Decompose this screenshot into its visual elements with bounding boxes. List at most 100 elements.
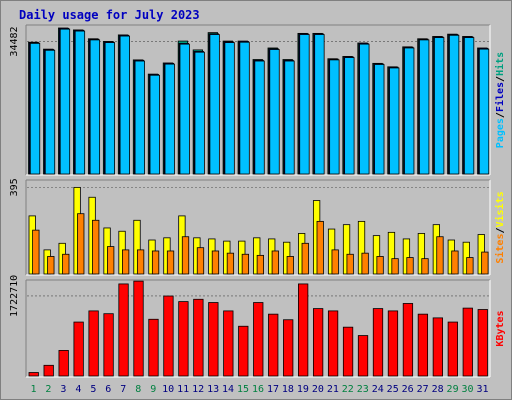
kbytes-bar-day-11 xyxy=(178,301,189,377)
sites-bar-day-9 xyxy=(151,250,160,275)
panel-2: 395 Sites/Visits xyxy=(9,178,506,276)
pages-bar-day-16 xyxy=(254,60,265,175)
pages-bar-day-18 xyxy=(284,60,295,175)
series-label-part-3: Files xyxy=(494,82,506,112)
sites-bar-day-17 xyxy=(271,250,279,275)
kbytes-bar-day-15 xyxy=(238,325,249,377)
panel-3: 1722710 KBytes xyxy=(9,275,506,378)
x-tick-label-day-16: 16 xyxy=(252,384,264,395)
kbytes-bar-day-10 xyxy=(163,295,174,377)
kbytes-bar-day-6 xyxy=(103,313,114,377)
pages-bar-day-14 xyxy=(224,42,235,175)
x-tick-label-day-24: 24 xyxy=(372,384,384,395)
pages-bar-day-6 xyxy=(104,42,116,175)
kbytes-bar-day-29 xyxy=(447,321,458,377)
pages-bar-day-5 xyxy=(89,39,101,175)
panel-ymax-label: 34482 xyxy=(9,26,20,56)
x-tick-label-day-21: 21 xyxy=(327,384,339,395)
series-label-part-1: Pages xyxy=(495,118,506,148)
pages-bar-day-31 xyxy=(478,48,490,175)
sites-bar-day-8 xyxy=(136,249,145,275)
kbytes-bar-day-18 xyxy=(283,319,294,377)
pages-bar-day-28 xyxy=(434,37,445,175)
x-tick-label-day-3: 3 xyxy=(60,384,66,395)
sites-bar-day-4 xyxy=(77,213,85,275)
x-tick-label-day-22: 22 xyxy=(342,384,354,395)
sites-bar-day-7 xyxy=(122,249,130,275)
pages-bar-day-11 xyxy=(179,43,190,175)
kbytes-bar-day-28 xyxy=(432,317,443,377)
x-tick-label-day-4: 4 xyxy=(75,384,81,395)
panel-series-label: KBytes xyxy=(495,310,506,346)
pages-bar-day-21 xyxy=(329,59,340,175)
kbytes-bar-day-1 xyxy=(28,372,39,377)
x-tick-label-day-9: 9 xyxy=(150,384,156,395)
sites-bar-day-15 xyxy=(241,253,250,275)
pages-bar-day-10 xyxy=(164,63,175,175)
pages-bar-day-24 xyxy=(374,64,385,175)
x-tick-label-day-29: 29 xyxy=(447,384,459,395)
x-tick-label-day-10: 10 xyxy=(162,384,174,395)
kbytes-bar-day-30 xyxy=(462,307,473,377)
sites-bar-day-23 xyxy=(361,252,369,275)
kbytes-bar-day-12 xyxy=(193,298,204,377)
kbytes-bar-day-9 xyxy=(148,318,159,377)
pages-bar-day-1 xyxy=(29,42,41,175)
pages-bar-day-25 xyxy=(389,67,400,175)
pages-bar-day-3 xyxy=(59,28,71,175)
panel-ymax-label: 395 xyxy=(9,178,20,196)
sites-bar-day-21 xyxy=(331,249,339,275)
x-tick-label-day-8: 8 xyxy=(135,384,141,395)
sites-bar-day-31 xyxy=(481,251,489,275)
x-tick-label-day-7: 7 xyxy=(120,384,126,395)
kbytes-bar-day-5 xyxy=(88,310,99,377)
pages-bar-day-15 xyxy=(239,41,250,175)
x-tick-label-day-30: 30 xyxy=(462,384,474,395)
x-tick-label-day-28: 28 xyxy=(432,384,444,395)
sites-bar-day-27 xyxy=(421,258,429,275)
chart-panels: 34482Pages/Files/Hits395Sites/Visits1722… xyxy=(9,24,506,378)
x-tick-label-day-14: 14 xyxy=(222,384,234,395)
x-tick-label-day-17: 17 xyxy=(267,384,279,395)
kbytes-bar-day-13 xyxy=(208,302,219,377)
pages-bar-day-26 xyxy=(404,47,415,175)
x-tick-label-day-15: 15 xyxy=(237,384,249,395)
x-tick-label-day-18: 18 xyxy=(282,384,294,395)
kbytes-bar-day-3 xyxy=(58,350,69,377)
panel-bars xyxy=(28,186,489,275)
sites-bar-day-30 xyxy=(466,257,474,275)
pages-bar-day-4 xyxy=(74,30,86,175)
kbytes-bar-day-4 xyxy=(73,321,84,377)
kbytes-bar-day-7 xyxy=(118,283,129,377)
panel-bars xyxy=(28,27,490,175)
pages-bar-day-27 xyxy=(419,39,430,175)
sites-bar-day-10 xyxy=(166,250,175,275)
x-tick-label-day-5: 5 xyxy=(90,384,96,395)
sites-bar-day-20 xyxy=(316,220,324,275)
x-tick-label-day-13: 13 xyxy=(207,384,219,395)
pages-bar-day-19 xyxy=(299,34,310,175)
panel-series-label: Sites/Visits xyxy=(494,191,506,263)
series-label-part-2: / xyxy=(495,227,506,233)
sites-bar-day-18 xyxy=(286,256,294,275)
sites-bar-day-28 xyxy=(436,236,444,275)
sites-bar-day-2 xyxy=(47,256,55,275)
kbytes-bar-day-27 xyxy=(417,313,429,377)
pages-bar-day-9 xyxy=(149,74,160,175)
pages-bar-day-13 xyxy=(209,34,220,175)
series-label-part-4: / xyxy=(495,76,506,82)
sites-bar-day-11 xyxy=(181,236,190,275)
panel-bars xyxy=(28,280,488,377)
sites-bar-day-22 xyxy=(346,253,354,275)
series-label-part-3: Visits xyxy=(494,191,506,227)
x-tick-label-day-1: 1 xyxy=(30,384,36,395)
sites-bar-day-6 xyxy=(107,246,115,275)
kbytes-bar-day-19 xyxy=(298,283,309,377)
sites-bar-day-29 xyxy=(451,250,459,275)
kbytes-bar-day-24 xyxy=(372,308,384,377)
kbytes-bar-day-26 xyxy=(402,303,414,377)
sites-bar-day-16 xyxy=(256,254,264,275)
